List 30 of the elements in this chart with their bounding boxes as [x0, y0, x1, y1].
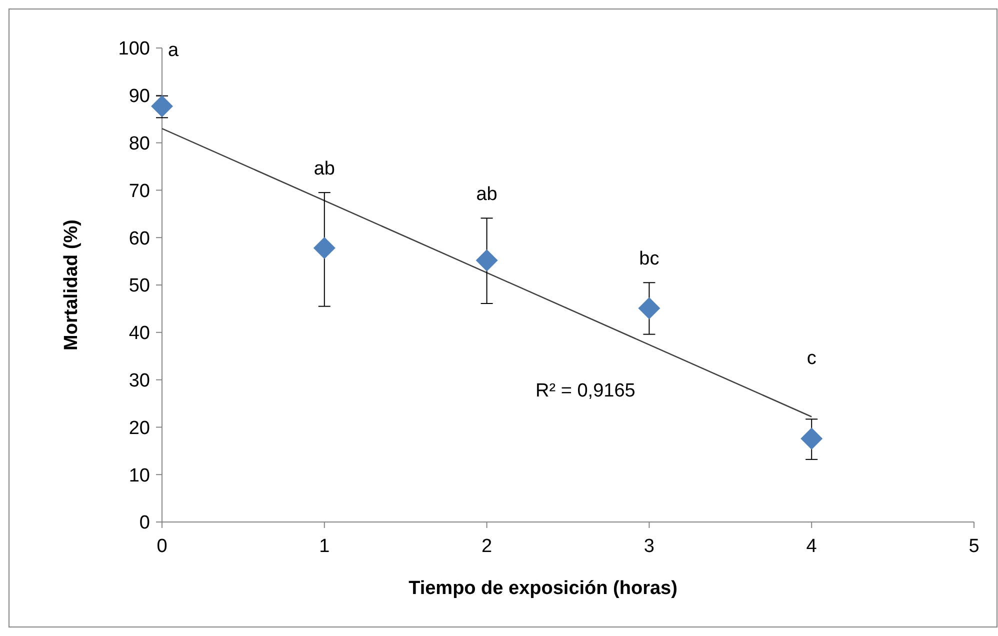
y-tick-label: 10	[128, 465, 150, 486]
x-tick-label: 3	[644, 536, 654, 557]
annotation: R² = 0,9165	[536, 380, 636, 402]
x-tick-label: 1	[319, 536, 330, 557]
point	[476, 249, 498, 272]
y-tick-label: 20	[128, 418, 150, 439]
y-tick-label: 70	[128, 180, 150, 202]
y-tick-label: 50	[128, 276, 150, 297]
y-tick-label: 60	[128, 228, 150, 250]
y-tick-label: 0	[139, 512, 150, 534]
x-tick-label: 0	[156, 536, 168, 557]
y-tick-label: 90	[128, 86, 150, 108]
x-axis-title: Tiempo de exposición (horas)	[408, 578, 678, 599]
point	[638, 297, 660, 320]
y-axis-title: Mortalidad (%)	[61, 220, 82, 350]
annotation: bc	[639, 248, 660, 270]
point	[151, 95, 173, 118]
point	[800, 428, 823, 450]
annotation: a	[168, 40, 179, 61]
point	[313, 237, 336, 260]
y-tick-label: 40	[128, 323, 150, 344]
x-tick-label: 5	[968, 536, 980, 557]
annotation: ab	[476, 184, 498, 206]
y-tick-label: 80	[128, 133, 150, 154]
y-tick-label: 30	[128, 370, 150, 392]
annotation: ab	[314, 158, 335, 180]
x-tick-label: 2	[482, 536, 492, 557]
x-tick-label: 4	[806, 536, 818, 557]
y-tick-label: 100	[118, 38, 150, 60]
annotation: c	[806, 348, 816, 370]
